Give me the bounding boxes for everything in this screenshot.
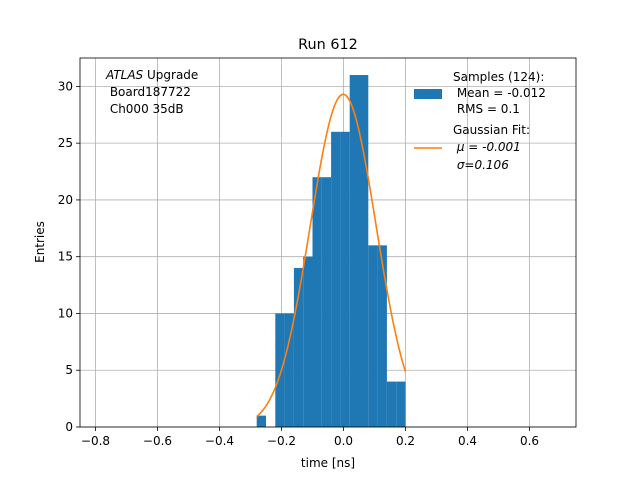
y-tick-label: 25 xyxy=(58,136,73,150)
histogram-bar xyxy=(256,415,266,427)
annotation-channel: Ch000 35dB xyxy=(106,102,184,116)
histogram-bar xyxy=(284,313,294,427)
x-tick-label: 0.4 xyxy=(458,434,477,448)
atlas-annotation: ATLAS Upgrade Board187722 Ch000 35dB xyxy=(105,68,198,116)
histogram-bar xyxy=(321,177,332,427)
y-tick-label: 20 xyxy=(58,193,73,207)
histogram-bar xyxy=(368,245,378,427)
svg-text:ATLAS Upgrade: ATLAS Upgrade xyxy=(105,68,198,82)
gaussian-fit-curve xyxy=(256,93,407,418)
histogram-bar xyxy=(396,381,406,427)
histogram-bar xyxy=(312,177,322,427)
histogram-bar xyxy=(349,75,359,428)
legend: Samples (124): Mean = -0.012 RMS = 0.1 G… xyxy=(414,70,546,172)
legend-samples-mean: Mean = -0.012 xyxy=(453,86,546,100)
histogram-bars xyxy=(256,75,406,428)
x-tick-label: −0.4 xyxy=(205,434,234,448)
histogram-bar xyxy=(340,131,350,428)
annotation-board: Board187722 xyxy=(106,85,191,99)
histogram-bar xyxy=(293,268,304,427)
x-axis-label: time [ns] xyxy=(301,456,355,470)
y-tick-label: 30 xyxy=(58,79,73,93)
plot-frame xyxy=(79,57,577,428)
legend-fit-title: Gaussian Fit: xyxy=(453,123,530,137)
legend-samples-rms: RMS = 0.1 xyxy=(453,102,520,116)
legend-samples-patch xyxy=(414,89,442,99)
x-tick-label: −0.6 xyxy=(143,434,172,448)
y-tick-label: 5 xyxy=(65,363,73,377)
legend-fit-sigma: σ=0.106 xyxy=(453,158,509,172)
annotation-rest: Upgrade xyxy=(143,68,198,82)
annotation-italic: ATLAS xyxy=(105,68,144,82)
x-axis-ticks: −0.8 −0.6 −0.4 −0.2 0.0 0.2 0.4 0.6 xyxy=(81,427,539,448)
x-tick-label: 0.0 xyxy=(334,434,353,448)
x-tick-label: 0.6 xyxy=(520,434,539,448)
x-tick-label: 0.2 xyxy=(396,434,415,448)
y-tick-label: 15 xyxy=(58,250,73,264)
x-tick-label: −0.8 xyxy=(81,434,110,448)
y-axis-ticks: 0 5 10 15 20 25 30 xyxy=(58,79,80,434)
histogram-bar xyxy=(275,313,285,427)
y-axis-label: Entries xyxy=(33,221,47,263)
y-tick-label: 10 xyxy=(58,306,73,320)
histogram-bar xyxy=(331,131,341,428)
legend-fit-mu: μ = -0.001 xyxy=(453,140,521,154)
x-tick-label: −0.2 xyxy=(267,434,296,448)
histogram-bar xyxy=(303,256,313,427)
legend-samples-title: Samples (124): xyxy=(453,70,544,84)
chart-title: Run 612 xyxy=(298,37,358,53)
histogram-bar xyxy=(386,381,397,427)
histogram-bar xyxy=(359,75,369,428)
y-tick-label: 0 xyxy=(65,420,73,434)
histogram-bar xyxy=(377,245,387,427)
